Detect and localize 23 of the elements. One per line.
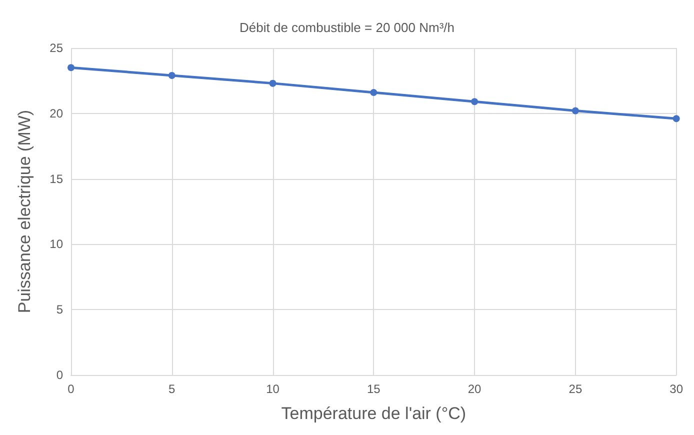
y-axis-title: Puissance electrique (MW) bbox=[15, 110, 34, 314]
point bbox=[269, 80, 276, 87]
x-tick-label: 20 bbox=[468, 382, 482, 396]
point bbox=[672, 115, 680, 122]
x-axis-title: Température de l'air (°C) bbox=[281, 404, 466, 423]
y-tick-label: 0 bbox=[56, 368, 64, 382]
x-tick-label: 0 bbox=[68, 382, 75, 396]
chart-title: Débit de combustible = 20 000 Nm³/h bbox=[240, 20, 454, 35]
x-tick-label: 30 bbox=[670, 382, 684, 396]
x-tick-label: 25 bbox=[568, 382, 582, 396]
x-tick-label: 5 bbox=[168, 382, 176, 396]
y-tick-label: 25 bbox=[50, 41, 64, 55]
y-tick-label: 15 bbox=[50, 172, 64, 186]
y-tick-label: 5 bbox=[56, 302, 64, 317]
y-tick-label: 10 bbox=[50, 237, 64, 252]
x-tick-label: 15 bbox=[366, 382, 381, 396]
point bbox=[471, 98, 478, 106]
point bbox=[572, 107, 579, 114]
point bbox=[370, 88, 378, 96]
point bbox=[68, 64, 74, 72]
x-tick-label: 10 bbox=[266, 382, 280, 396]
point bbox=[168, 72, 176, 79]
y-tick-label: 20 bbox=[50, 106, 64, 120]
